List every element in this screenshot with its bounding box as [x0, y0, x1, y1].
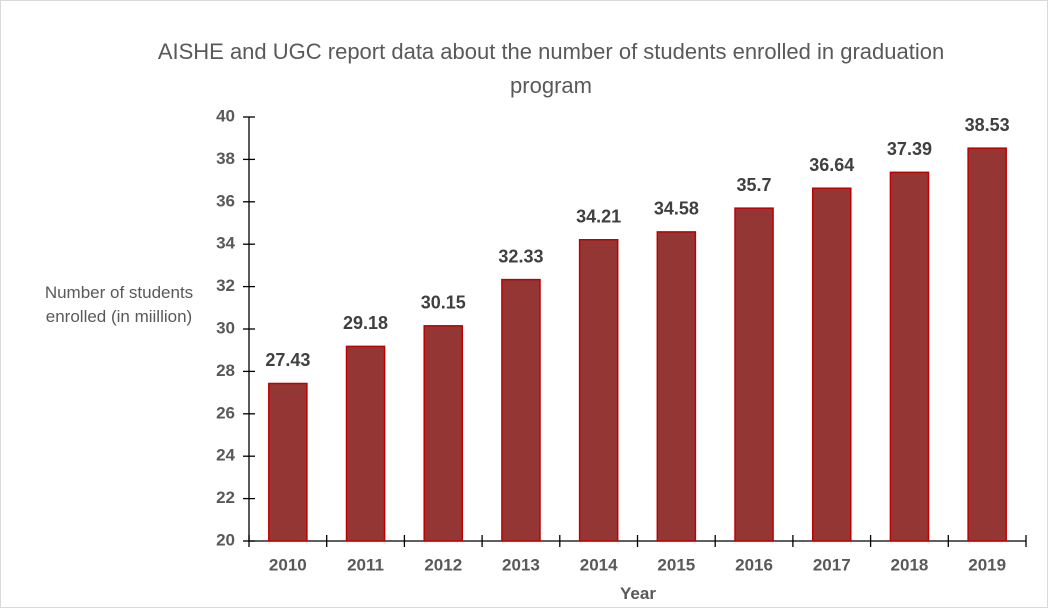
bar	[889, 171, 930, 542]
bar	[811, 187, 852, 542]
y-tick-label: 40	[216, 106, 235, 125]
value-label: 30.15	[421, 293, 466, 313]
x-tick-label: 2012	[424, 555, 462, 574]
value-label: 37.39	[887, 139, 932, 159]
bar	[967, 147, 1007, 542]
value-label: 35.7	[737, 175, 772, 195]
bar	[268, 382, 308, 542]
x-tick-label: 2011	[347, 555, 384, 574]
value-label: 29.18	[343, 313, 388, 333]
value-label: 32.33	[498, 246, 543, 266]
bar	[423, 325, 464, 542]
bar	[345, 345, 386, 542]
y-tick-label: 34	[216, 234, 235, 253]
x-tick-label: 2018	[891, 555, 929, 574]
y-tick-label: 24	[216, 446, 235, 465]
y-tick-label: 20	[216, 530, 235, 549]
x-tick-label: 2010	[269, 555, 307, 574]
x-axis-label: Year	[620, 584, 656, 603]
bar	[656, 231, 697, 542]
chart-title: AISHE and UGC report data about the numb…	[157, 39, 945, 98]
value-label: 36.64	[809, 155, 854, 175]
y-tick-label: 26	[216, 403, 235, 422]
y-tick-label: 38	[216, 149, 235, 168]
value-label: 38.53	[965, 115, 1010, 135]
y-axis-label: Number of students enrolled (in miillion…	[44, 283, 194, 326]
x-tick-label: 2016	[735, 555, 773, 574]
y-tick-label: 28	[216, 361, 235, 380]
x-tick-label: 2013	[502, 555, 540, 574]
value-label: 34.21	[576, 206, 621, 226]
value-label: 34.58	[654, 199, 699, 219]
x-tick-label: 2019	[968, 555, 1006, 574]
bar	[501, 278, 541, 542]
x-tick-label: 2015	[657, 555, 695, 574]
y-tick-label: 36	[216, 191, 235, 210]
y-tick-label: 32	[216, 276, 235, 295]
bar	[578, 238, 619, 542]
y-tick-label: 22	[216, 488, 235, 507]
y-tick-label: 30	[216, 318, 235, 337]
x-tick-label: 2017	[813, 555, 851, 574]
bar	[734, 207, 774, 542]
value-label: 27.43	[265, 350, 310, 370]
x-tick-label: 2014	[580, 555, 618, 574]
